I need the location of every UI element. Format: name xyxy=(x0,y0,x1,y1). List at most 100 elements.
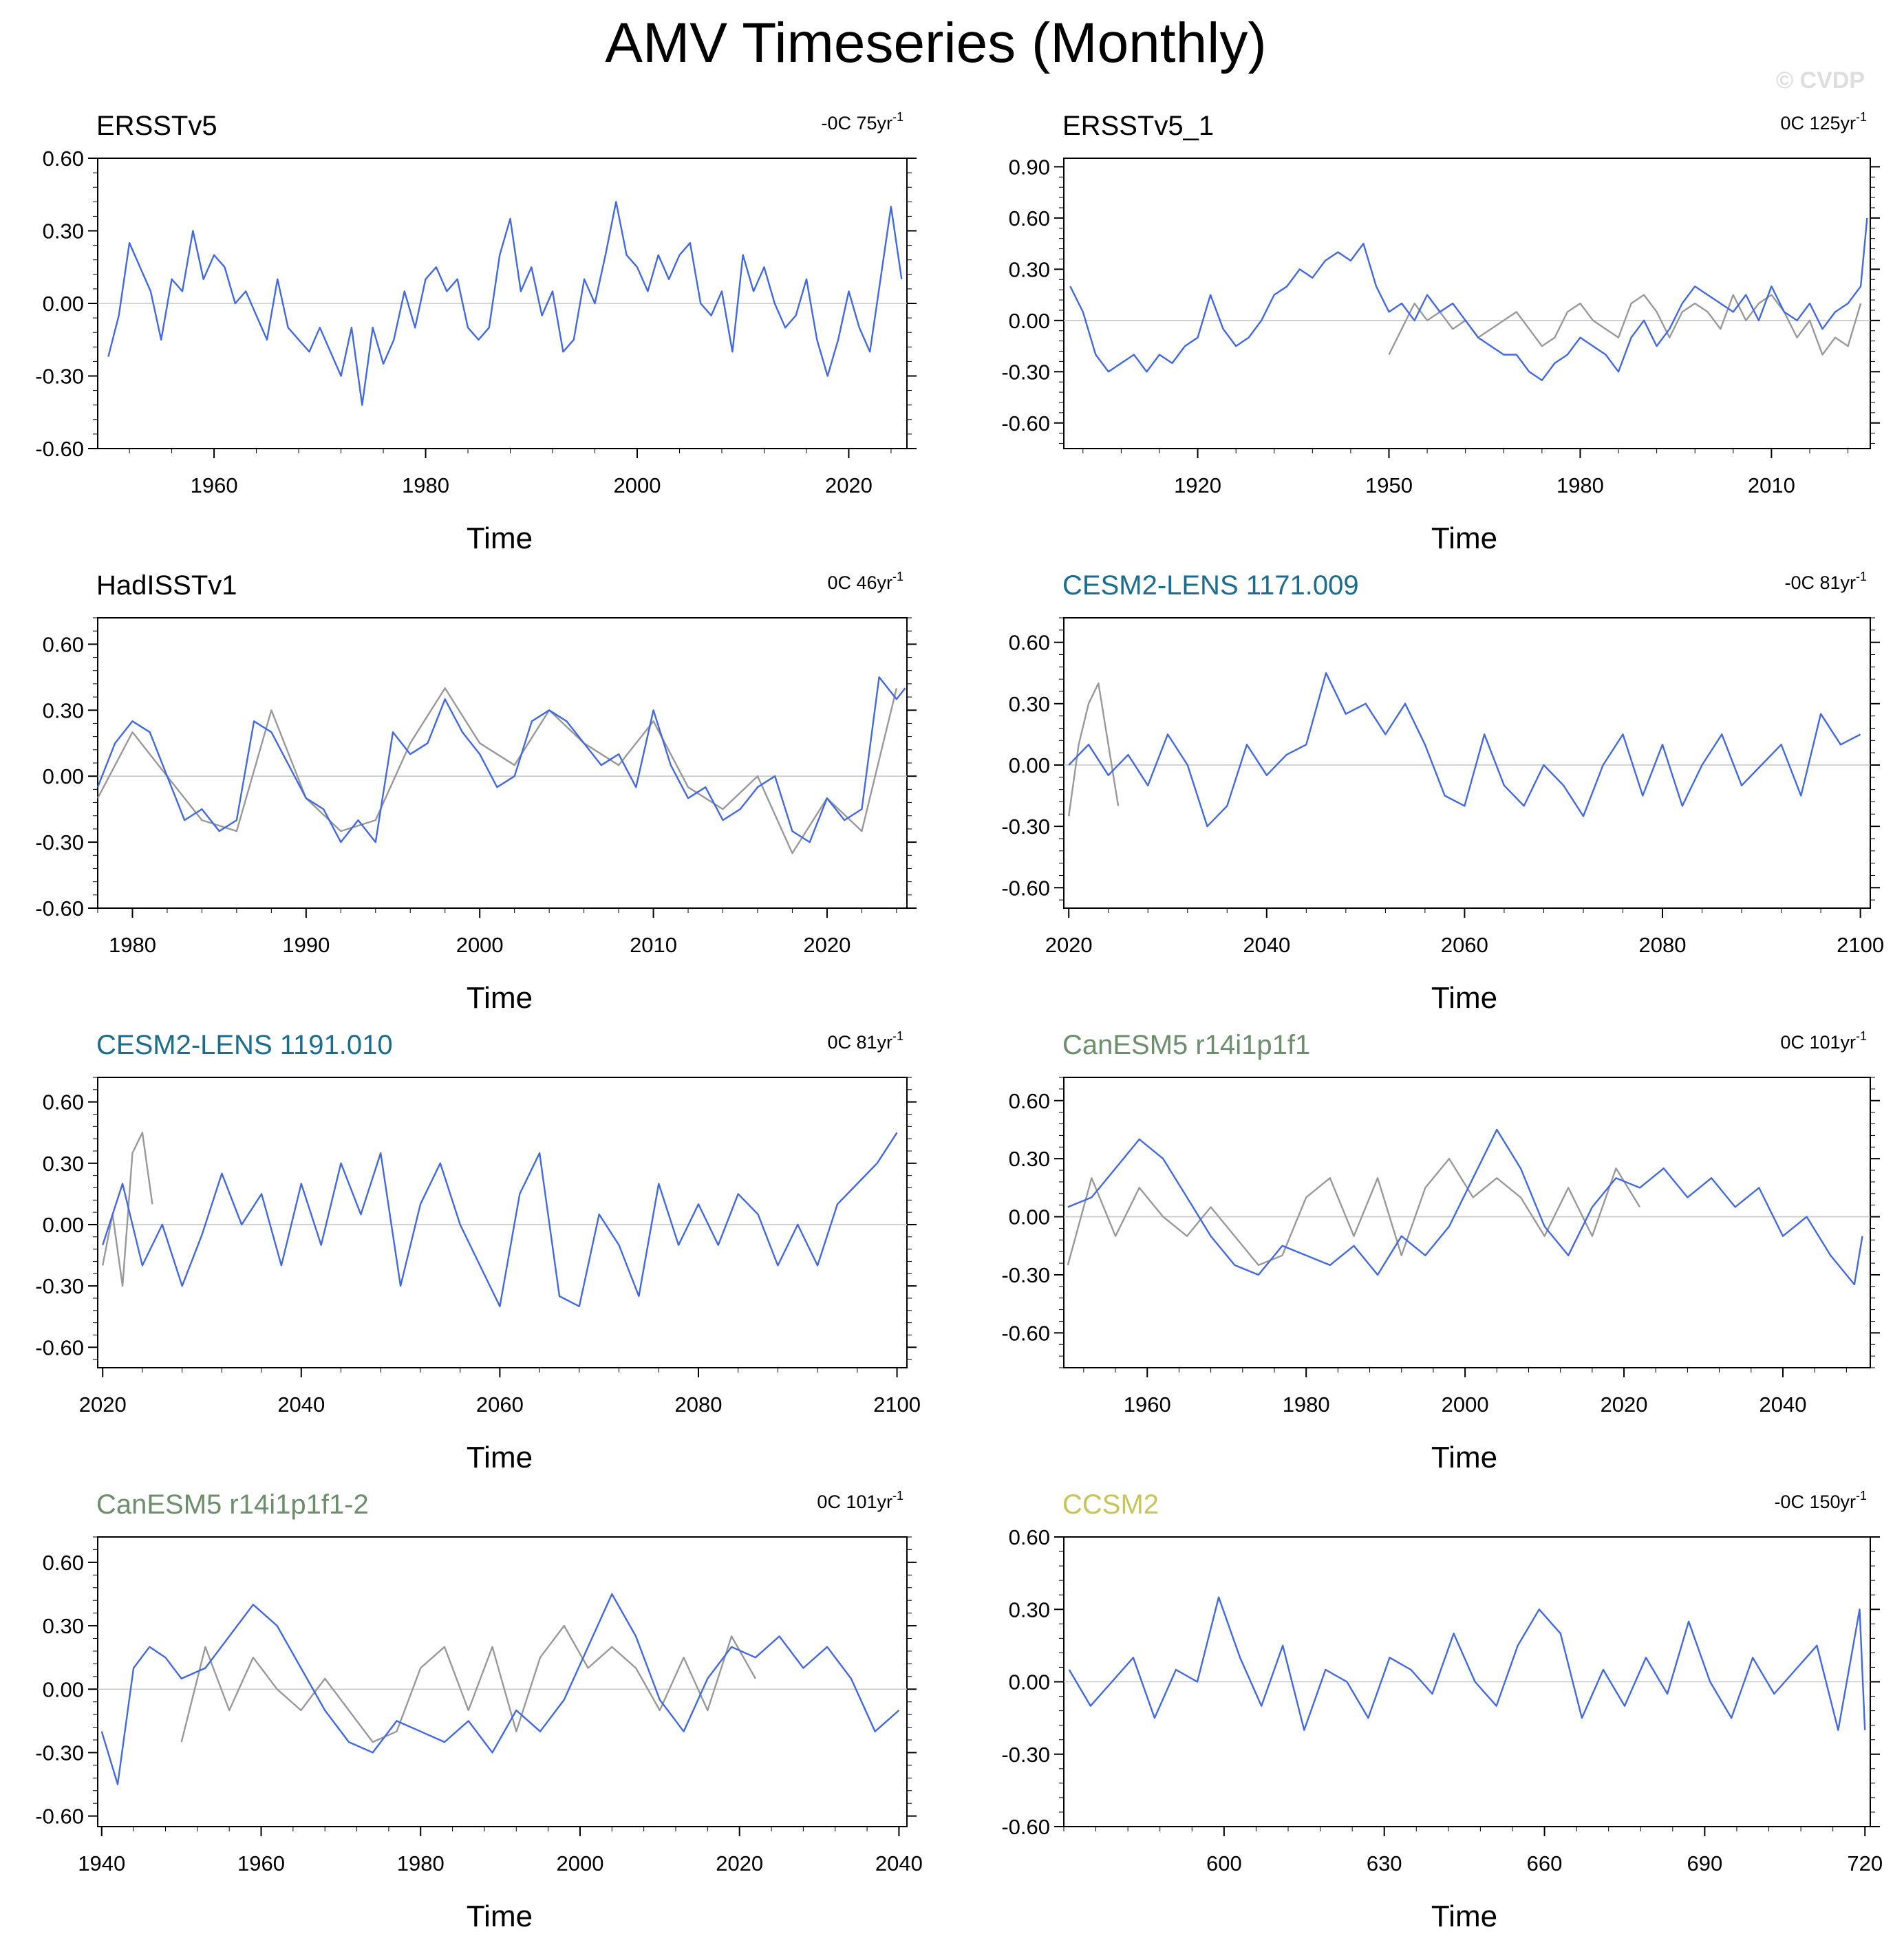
series-line-reference xyxy=(96,687,898,854)
x-tick-label: 2040 xyxy=(875,1851,923,1875)
plot-frame xyxy=(97,1536,908,1827)
x-tick-label: 2020 xyxy=(803,933,851,957)
y-tick-label: -0.30 xyxy=(35,1274,84,1298)
x-tick-label: 1960 xyxy=(191,473,238,497)
x-tick-label: 2000 xyxy=(556,1851,603,1875)
y-tick-label: -0.30 xyxy=(35,830,84,854)
panel-corner-label: 0C 101yr-1 xyxy=(817,1489,903,1512)
panel-title: HadISSTv1 xyxy=(96,570,237,601)
x-tick-label: 1940 xyxy=(78,1851,125,1875)
y-tick-label: -0.30 xyxy=(1001,1263,1050,1287)
series-line-reference xyxy=(102,1131,153,1287)
plot-frame xyxy=(1063,1077,1871,1368)
x-tick-label: 2020 xyxy=(825,473,873,497)
x-tick-label: 2080 xyxy=(674,1392,722,1417)
y-tick-label: 0.30 xyxy=(43,219,84,244)
x-tick-label: 630 xyxy=(1367,1851,1402,1875)
panel-1: ERSSTv5 -0C 75yr-1 -0.60 -0.30 0.00 0.30 0.60 1… xyxy=(35,110,917,555)
x-tick-label: 2000 xyxy=(614,473,661,497)
y-tick-label: -0.60 xyxy=(35,896,84,921)
panel-corner-label: -0C 150yr-1 xyxy=(1774,1489,1867,1512)
x-tick-label: 1980 xyxy=(1557,473,1604,497)
corner-text: 0C 101yr xyxy=(817,1492,892,1512)
y-tick-label: 0.30 xyxy=(1009,1598,1050,1622)
x-tick-label: 1980 xyxy=(402,473,449,497)
y-tick-label: -0.60 xyxy=(1001,1815,1050,1839)
y-tick-label: -0.30 xyxy=(1001,815,1050,839)
y-tick-label: 0.30 xyxy=(1009,257,1050,281)
y-tick-label: -0.30 xyxy=(1001,1743,1050,1767)
y-tick-label: 0.00 xyxy=(1009,1205,1050,1229)
x-tick-label: 660 xyxy=(1527,1851,1563,1875)
panel-title: CanESM5 r14i1p1f1 xyxy=(1062,1030,1310,1060)
x-tick-label: 2060 xyxy=(1441,933,1488,957)
y-tick-label: 0.00 xyxy=(1009,1670,1050,1695)
panel-title: ERSSTv5_1 xyxy=(1062,111,1214,141)
panel-5: CESM2-LENS 1191.010 0C 81yr-1 -0.60 -0.30 0.… xyxy=(35,1029,921,1474)
y-tick-label: 0.30 xyxy=(1009,1147,1050,1171)
x-tick-label: 1960 xyxy=(1124,1392,1171,1417)
y-tick-label: 0.90 xyxy=(1009,155,1050,179)
y-tick-label: 0.60 xyxy=(1009,1089,1050,1113)
y-tick-label: -0.60 xyxy=(1001,411,1050,435)
panel-title: ERSSTv5 xyxy=(96,111,217,141)
x-tick-label: 2100 xyxy=(873,1392,921,1417)
x-axis-label: Time xyxy=(467,521,533,555)
plot-frame xyxy=(1063,158,1871,449)
x-tick-label: 600 xyxy=(1206,1851,1242,1875)
corner-superscript: -1 xyxy=(1856,570,1867,583)
x-tick-label: 2040 xyxy=(1243,933,1290,957)
plot-frame xyxy=(97,617,908,909)
panel-title: CCSM2 xyxy=(1062,1489,1159,1520)
y-tick-label: 0.00 xyxy=(43,764,84,788)
series-line-primary xyxy=(1067,1128,1863,1286)
panel-title: CESM2-LENS 1171.009 xyxy=(1062,570,1359,601)
panels-group: ERSSTv5 -0C 75yr-1 -0.60 -0.30 0.00 0.30 0.60 1… xyxy=(35,110,1884,1933)
series-line-primary xyxy=(1069,217,1868,381)
y-tick-label: -0.60 xyxy=(35,1805,84,1829)
corner-text: 0C 46yr xyxy=(827,572,892,593)
series-line-reference xyxy=(1067,1157,1641,1267)
x-axis-label: Time xyxy=(467,1441,533,1474)
panel-corner-label: 0C 101yr-1 xyxy=(1780,1029,1867,1053)
x-axis-label: Time xyxy=(467,981,533,1015)
x-tick-label: 2010 xyxy=(630,933,677,957)
corner-text: -0C 150yr xyxy=(1774,1492,1856,1512)
y-tick-label: 0.00 xyxy=(1009,309,1050,333)
panel-title: CanESM5 r14i1p1f1-2 xyxy=(96,1489,369,1520)
y-tick-label: 0.60 xyxy=(43,1551,84,1575)
corner-superscript: -1 xyxy=(892,1489,903,1503)
y-tick-label: 0.30 xyxy=(43,1614,84,1638)
x-tick-label: 1960 xyxy=(237,1851,285,1875)
panel-title: CESM2-LENS 1191.010 xyxy=(96,1030,393,1060)
x-axis-label: Time xyxy=(467,1900,533,1933)
y-tick-label: 0.60 xyxy=(43,147,84,171)
y-tick-label: 0.60 xyxy=(1009,631,1050,655)
corner-superscript: -1 xyxy=(1856,110,1867,124)
panel-8: CCSM2 -0C 150yr-1 -0.60 -0.30 0.00 0.30 0.60 60… xyxy=(1001,1489,1883,1933)
panel-corner-label: -0C 75yr-1 xyxy=(821,110,903,133)
x-tick-label: 1920 xyxy=(1174,473,1221,497)
y-tick-label: 0.30 xyxy=(43,698,84,722)
panel-corner-label: 0C 81yr-1 xyxy=(827,1029,903,1053)
x-tick-label: 1980 xyxy=(109,933,156,957)
panel-3: HadISSTv1 0C 46yr-1 -0.60 -0.30 0.00 0.30 0.60… xyxy=(35,570,917,1015)
y-tick-label: -0.30 xyxy=(1001,360,1050,384)
plot-frame xyxy=(1063,617,1871,909)
y-tick-label: 0.00 xyxy=(43,1677,84,1701)
x-axis-label: Time xyxy=(1431,1900,1497,1933)
series-line-reference xyxy=(1388,294,1862,356)
y-tick-label: 0.00 xyxy=(1009,753,1050,777)
panel-7: CanESM5 r14i1p1f1-2 0C 101yr-1 -0.60 -0.30 0… xyxy=(35,1489,923,1933)
y-tick-label: 0.60 xyxy=(1009,1525,1050,1549)
x-tick-label: 2000 xyxy=(1442,1392,1489,1417)
series-line-primary xyxy=(1068,1596,1866,1731)
x-tick-label: 2000 xyxy=(456,933,504,957)
y-tick-label: 0.00 xyxy=(43,1213,84,1237)
corner-text: 0C 101yr xyxy=(1780,1032,1856,1053)
y-tick-label: -0.60 xyxy=(35,1335,84,1359)
series-line-primary xyxy=(107,201,903,406)
panel-4: CESM2-LENS 1171.009 -0C 81yr-1 -0.60 -0.30 0… xyxy=(1001,570,1884,1015)
x-tick-label: 1980 xyxy=(1283,1392,1330,1417)
